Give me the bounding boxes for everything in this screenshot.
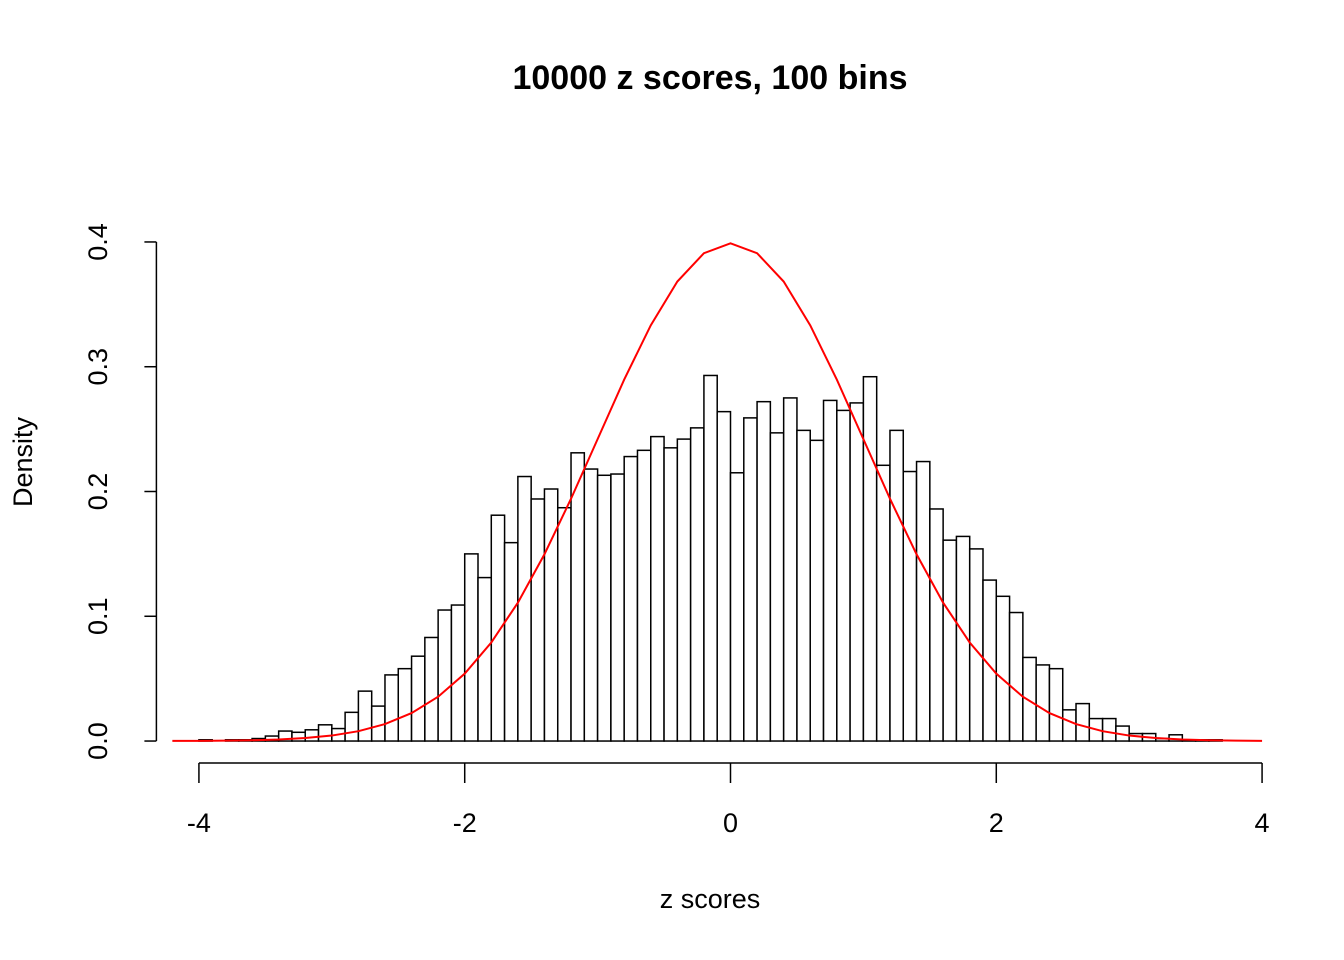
bar	[610, 473, 625, 742]
bar	[729, 472, 745, 742]
bar	[450, 604, 466, 742]
x-axis-label: z scores	[660, 884, 761, 914]
bar	[1048, 667, 1064, 742]
bar	[344, 711, 360, 742]
y-tick-label: 0.2	[83, 473, 113, 511]
bar	[596, 474, 612, 742]
bar	[357, 690, 373, 742]
bar	[689, 427, 705, 742]
bar	[623, 455, 639, 742]
x-tick-label: -2	[453, 808, 477, 838]
bar	[650, 435, 665, 742]
density-curve	[172, 242, 1263, 742]
bar	[1101, 717, 1117, 742]
bar	[1075, 702, 1091, 742]
y-tick-label: 0.4	[83, 223, 113, 261]
bar	[304, 729, 320, 742]
x-tick-label: 2	[989, 808, 1004, 838]
bar	[942, 539, 958, 742]
bar	[1022, 656, 1037, 742]
bar	[583, 468, 599, 742]
bar	[995, 595, 1011, 742]
x-tick-label: -4	[187, 808, 211, 838]
bar	[676, 438, 692, 742]
bar	[517, 475, 532, 742]
bar	[836, 409, 851, 742]
bar	[849, 402, 865, 742]
bar	[503, 541, 519, 742]
bar	[1061, 709, 1077, 742]
bar	[556, 506, 572, 742]
bar	[410, 655, 426, 742]
bar	[703, 374, 718, 742]
bar	[530, 498, 546, 742]
bar	[663, 447, 679, 742]
bar	[291, 731, 306, 742]
bar	[889, 429, 905, 742]
bar	[756, 400, 772, 742]
bar	[862, 375, 878, 742]
bar	[875, 464, 891, 742]
bar	[902, 470, 918, 742]
chart-title: 10000 z scores, 100 bins	[512, 59, 907, 97]
bar	[636, 449, 652, 742]
bar	[543, 488, 559, 742]
bar	[716, 410, 732, 742]
bar	[796, 429, 811, 742]
y-axis-label: Density	[8, 416, 38, 507]
y-tick-label: 0.0	[83, 722, 113, 760]
bar	[490, 514, 506, 742]
bar	[397, 667, 413, 742]
y-tick-label: 0.3	[83, 348, 113, 386]
bar	[463, 553, 479, 742]
bar	[809, 439, 825, 742]
bar	[437, 609, 453, 742]
x-tick-label: 0	[723, 808, 738, 838]
bar	[477, 576, 493, 742]
y-tick-label: 0.1	[83, 597, 113, 635]
bar	[915, 460, 931, 742]
bar	[1008, 611, 1024, 742]
bar	[317, 724, 333, 742]
bar	[424, 636, 439, 742]
x-tick-label: 4	[1255, 808, 1270, 838]
bar	[929, 508, 944, 742]
bar	[384, 674, 400, 742]
bar	[1035, 664, 1051, 742]
bar	[782, 397, 798, 742]
bar	[822, 399, 838, 742]
bar	[743, 417, 758, 742]
bar	[769, 432, 785, 742]
